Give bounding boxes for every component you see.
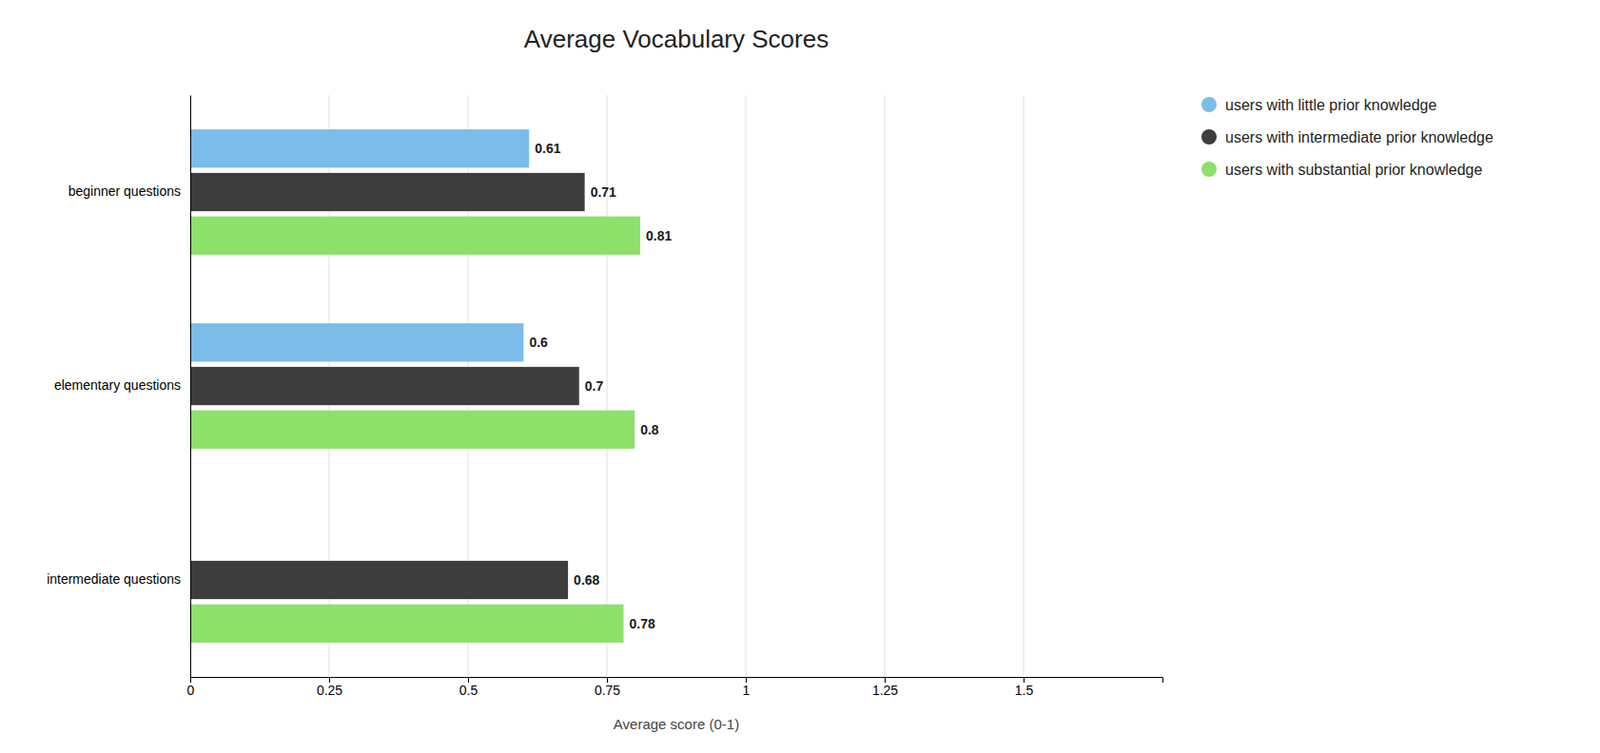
- bar: [190, 367, 580, 406]
- data-labels: 0.6 0.61 0.68 0.7 0.71 0.78 0.8 0.81: [528, 140, 672, 632]
- data-label: 0.78: [629, 616, 656, 632]
- y-tick: beginner questions: [68, 183, 191, 199]
- grid-line: [1023, 95, 1025, 678]
- data-label: 0.68: [573, 572, 600, 588]
- x-tick-label: 1: [742, 682, 751, 699]
- legend-label: users with little prior knowledge: [1225, 97, 1437, 114]
- x-tick-label: 1.25: [872, 682, 898, 699]
- y-axis: intermediate questions elementary questio…: [46, 96, 191, 679]
- grid-line: [190, 95, 192, 678]
- x-tick: 0.75: [594, 677, 621, 699]
- y-tick: elementary questions: [54, 377, 191, 393]
- legend-item: users with little prior knowledge: [1201, 97, 1437, 114]
- x-tick: 0.5: [459, 677, 479, 699]
- data-label: 0.61: [534, 140, 561, 157]
- grid: [190, 95, 1024, 678]
- legend-label: users with intermediate prior knowledge: [1225, 129, 1494, 146]
- y-tick-label: beginner questions: [68, 183, 181, 199]
- x-tick: 0: [187, 677, 196, 699]
- y-tick-label: elementary questions: [54, 377, 181, 393]
- chart: Average Vocabulary Scores0.60.610.680.70…: [0, 0, 1600, 753]
- data-label: 0.8: [640, 422, 660, 438]
- data-label: 0.81: [645, 228, 672, 244]
- bar: [190, 604, 625, 644]
- x-tick: 0.25: [316, 677, 343, 699]
- bar: [190, 216, 641, 255]
- title: Average Vocabulary Scores: [524, 24, 829, 54]
- bar: [190, 410, 635, 449]
- legend-item: users with intermediate prior knowledge: [1201, 129, 1494, 146]
- data-label: 0.7: [585, 378, 605, 394]
- y-axis-line: [190, 96, 192, 679]
- x-tick-label: 0: [187, 682, 196, 699]
- x-axis-title: Average score (0-1): [613, 716, 740, 733]
- bar: [190, 561, 568, 600]
- x-tick-label: 0.5: [459, 682, 479, 699]
- grid-line: [745, 95, 747, 678]
- bars: [190, 129, 641, 644]
- bar: [190, 323, 524, 362]
- legend-marker: [1201, 129, 1217, 145]
- legend-marker: [1201, 97, 1217, 113]
- x-tick-label: 1.5: [1014, 682, 1035, 699]
- x-tick-label: 0.25: [316, 682, 343, 699]
- grid-line: [884, 95, 886, 678]
- legend-marker: [1201, 161, 1217, 177]
- x-tick: 1.5: [1014, 677, 1035, 699]
- legend-item: users with substantial prior knowledge: [1201, 161, 1483, 178]
- x-axis: 0 0.25 0.5 0.75 1 1.25 1.5: [187, 677, 1164, 699]
- x-tick: 1.25: [872, 677, 898, 699]
- bar: [190, 129, 529, 168]
- y-tick-label: intermediate questions: [46, 571, 181, 587]
- grid-line: [606, 95, 608, 678]
- legend-label: users with substantial prior knowledge: [1225, 161, 1483, 178]
- x-tick-label: 0.75: [594, 682, 621, 699]
- plot: 0.6 0.61 0.68 0.7 0.71 0.78 0.8 0.81 0 0.25 0.5 0.7…: [46, 95, 1163, 699]
- bar: [190, 173, 586, 212]
- legend: users with little prior knowledge users w…: [1201, 97, 1494, 178]
- data-label: 0.6: [528, 334, 548, 351]
- y-tick: intermediate questions: [46, 571, 191, 587]
- data-label: 0.71: [590, 184, 617, 200]
- x-tick: 1: [742, 677, 751, 699]
